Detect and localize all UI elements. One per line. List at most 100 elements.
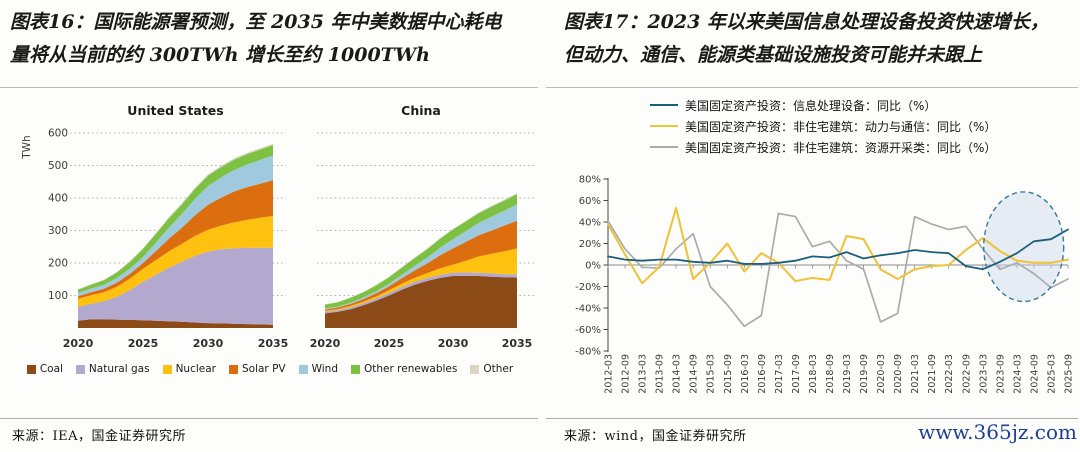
svg-text:2025: 2025 — [128, 337, 159, 350]
china-datacenter-power-xaxis: 2020 2025 2030 2035 — [310, 337, 533, 350]
svg-text:2035: 2035 — [502, 337, 533, 350]
us-datacenter-power-xaxis: 2020 2025 2030 2035 — [63, 337, 289, 350]
area-other-renewables — [325, 194, 517, 309]
svg-text:2021-09: 2021-09 — [927, 354, 938, 394]
chart16-title: 图表16：国际能源署预测，至 2035 年中美数据中心耗电 量将从当前的约 30… — [10, 6, 532, 72]
chart17-title-line1: 图表17：2023 年以来美国信息处理设备投资快速增长， — [564, 11, 1049, 33]
chart16-source: 来源：IEA，国金证券研究所 — [12, 429, 187, 444]
svg-text:2022-03: 2022-03 — [944, 354, 955, 394]
svg-text:2012-03: 2012-03 — [604, 354, 615, 394]
legend-swatch — [298, 364, 308, 374]
svg-text:2025-09: 2025-09 — [1064, 354, 1075, 394]
legend-label: Other — [483, 363, 514, 375]
svg-text:2017-09: 2017-09 — [791, 354, 802, 394]
series-line-1 — [606, 206, 1070, 285]
divider-top-right — [546, 87, 1078, 88]
svg-text:2023-03: 2023-03 — [978, 354, 989, 394]
svg-text:400: 400 — [48, 193, 68, 205]
us-datacenter-power-subtitle: United States — [127, 103, 223, 118]
svg-text:300: 300 — [48, 225, 68, 237]
svg-text:2022-09: 2022-09 — [961, 354, 972, 394]
svg-text:500: 500 — [48, 160, 68, 172]
us-datacenter-power-areas — [78, 143, 273, 328]
legend-label: Solar PV — [241, 363, 286, 375]
legend-row-1: 美国固定资产投资：非住宅建筑：动力与通信：同比（%） — [650, 118, 996, 134]
legend-line-swatch — [650, 104, 678, 106]
chart16-title-line1: 图表16：国际能源署预测，至 2035 年中美数据中心耗电 — [10, 11, 502, 33]
china-datacenter-power-subtitle: China — [401, 103, 441, 118]
us-china-datacenter-stacked-area-chart: 100 200 300 400 500 600 2020 2025 2030 2035 United… — [21, 103, 537, 350]
legend-label: Nuclear — [175, 363, 216, 375]
svg-text:2020-09: 2020-09 — [893, 354, 904, 394]
svg-text:2024-03: 2024-03 — [1012, 354, 1023, 394]
legend-swatch — [470, 364, 480, 374]
legend-row-0: 美国固定资产投资：信息处理设备：同比（%） — [650, 97, 996, 113]
svg-text:80%: 80% — [579, 175, 601, 186]
legend-swatch — [351, 364, 360, 374]
chart17-source: 来源：wind，国金证券研究所 — [564, 429, 747, 444]
highlight-ellipse-fill — [983, 191, 1064, 302]
svg-text:2024-09: 2024-09 — [1029, 354, 1040, 394]
legend-item-other-renewables: Other renewables — [351, 363, 457, 375]
investment-series-legend: 美国固定资产投资：信息处理设备：同比（%） 美国固定资产投资：非住宅建筑：动力与通… — [650, 97, 996, 155]
svg-text:2014-09: 2014-09 — [689, 354, 700, 394]
svg-text:2020: 2020 — [63, 337, 94, 350]
svg-text:2012-09: 2012-09 — [621, 354, 632, 394]
svg-text:2014-03: 2014-03 — [672, 354, 683, 394]
legend-swatch — [228, 364, 238, 374]
svg-text:2013-09: 2013-09 — [655, 354, 666, 394]
svg-text:0%: 0% — [585, 261, 601, 272]
us-investment-line-chart: 80%60%40%20%0%-20%-40%-60%-80%2012-03 201… — [575, 175, 1075, 394]
legend-line-swatch — [650, 125, 678, 127]
svg-text:2030: 2030 — [438, 337, 469, 350]
legend-label: 美国固定资产投资：信息处理设备：同比（%） — [685, 98, 937, 113]
legend-label: 美国固定资产投资：非住宅建筑：资源开采类：同比（%） — [685, 140, 997, 155]
svg-text:2018-03: 2018-03 — [808, 354, 819, 394]
svg-text:2025: 2025 — [374, 337, 405, 350]
divider-top-left — [0, 87, 538, 88]
svg-text:2035: 2035 — [258, 337, 289, 350]
svg-text:2023-09: 2023-09 — [995, 354, 1006, 394]
legend-label: Other renewables — [364, 363, 458, 375]
svg-text:2016-03: 2016-03 — [740, 354, 751, 394]
svg-text:-20%: -20% — [575, 282, 601, 293]
area-other-renewables — [78, 145, 273, 293]
area-natural-gas — [78, 247, 273, 325]
svg-text:600: 600 — [48, 128, 68, 140]
legend-label: Wind — [311, 363, 338, 375]
chart16-title-line2: 量将从当前的约 300TWh 增长至约 1000TWh — [10, 44, 430, 66]
legend-label: 美国固定资产投资：非住宅建筑：动力与通信：同比（%） — [685, 119, 997, 134]
energy-source-legend: Coal Natural gas Nuclear Solar PV Wind Other … — [0, 363, 540, 375]
panel-chart17: 图表17：2023 年以来美国信息处理设备投资快速增长， 但动力、通信、能源类基… — [546, 0, 1080, 452]
svg-text:-60%: -60% — [575, 325, 601, 336]
area-solar-pv — [325, 220, 517, 311]
area-wind — [78, 155, 273, 297]
chart17-title-line2: 但动力、通信、能源类基础设施投资可能并未跟上 — [564, 44, 983, 66]
area-wind — [325, 204, 517, 310]
area-nuclear — [78, 215, 273, 307]
watermark-link[interactable]: www.365jz.com — [918, 420, 1077, 444]
svg-text:2019-03: 2019-03 — [842, 354, 853, 394]
legend-item-natural-gas: Natural gas — [75, 363, 150, 375]
chart17-title: 图表17：2023 年以来美国信息处理设备投资快速增长， 但动力、通信、能源类基… — [564, 6, 1072, 72]
area-natural-gas — [325, 272, 517, 314]
svg-text:2020: 2020 — [310, 337, 341, 350]
svg-text:-40%: -40% — [575, 304, 601, 315]
us-datacenter-power-grid: 100 200 300 400 500 600 — [48, 128, 286, 302]
legend-label: Natural gas — [88, 363, 150, 375]
svg-text:2013-03: 2013-03 — [638, 354, 649, 394]
svg-text:100: 100 — [48, 290, 68, 302]
svg-text:200: 200 — [48, 258, 68, 270]
svg-text:2017-03: 2017-03 — [774, 354, 785, 394]
svg-text:-80%: -80% — [575, 347, 601, 358]
legend-item-solar-pv: Solar PV — [228, 363, 286, 375]
svg-text:40%: 40% — [579, 218, 601, 229]
series-line-0 — [607, 228, 1069, 271]
svg-text:2030: 2030 — [193, 337, 224, 350]
legend-label: Coal — [39, 363, 63, 375]
divider-bottom-right — [546, 418, 1078, 419]
area-coal — [325, 275, 517, 328]
divider-bottom-left — [0, 418, 538, 419]
us-datacenter-power-ylabel: TWh — [21, 135, 33, 159]
